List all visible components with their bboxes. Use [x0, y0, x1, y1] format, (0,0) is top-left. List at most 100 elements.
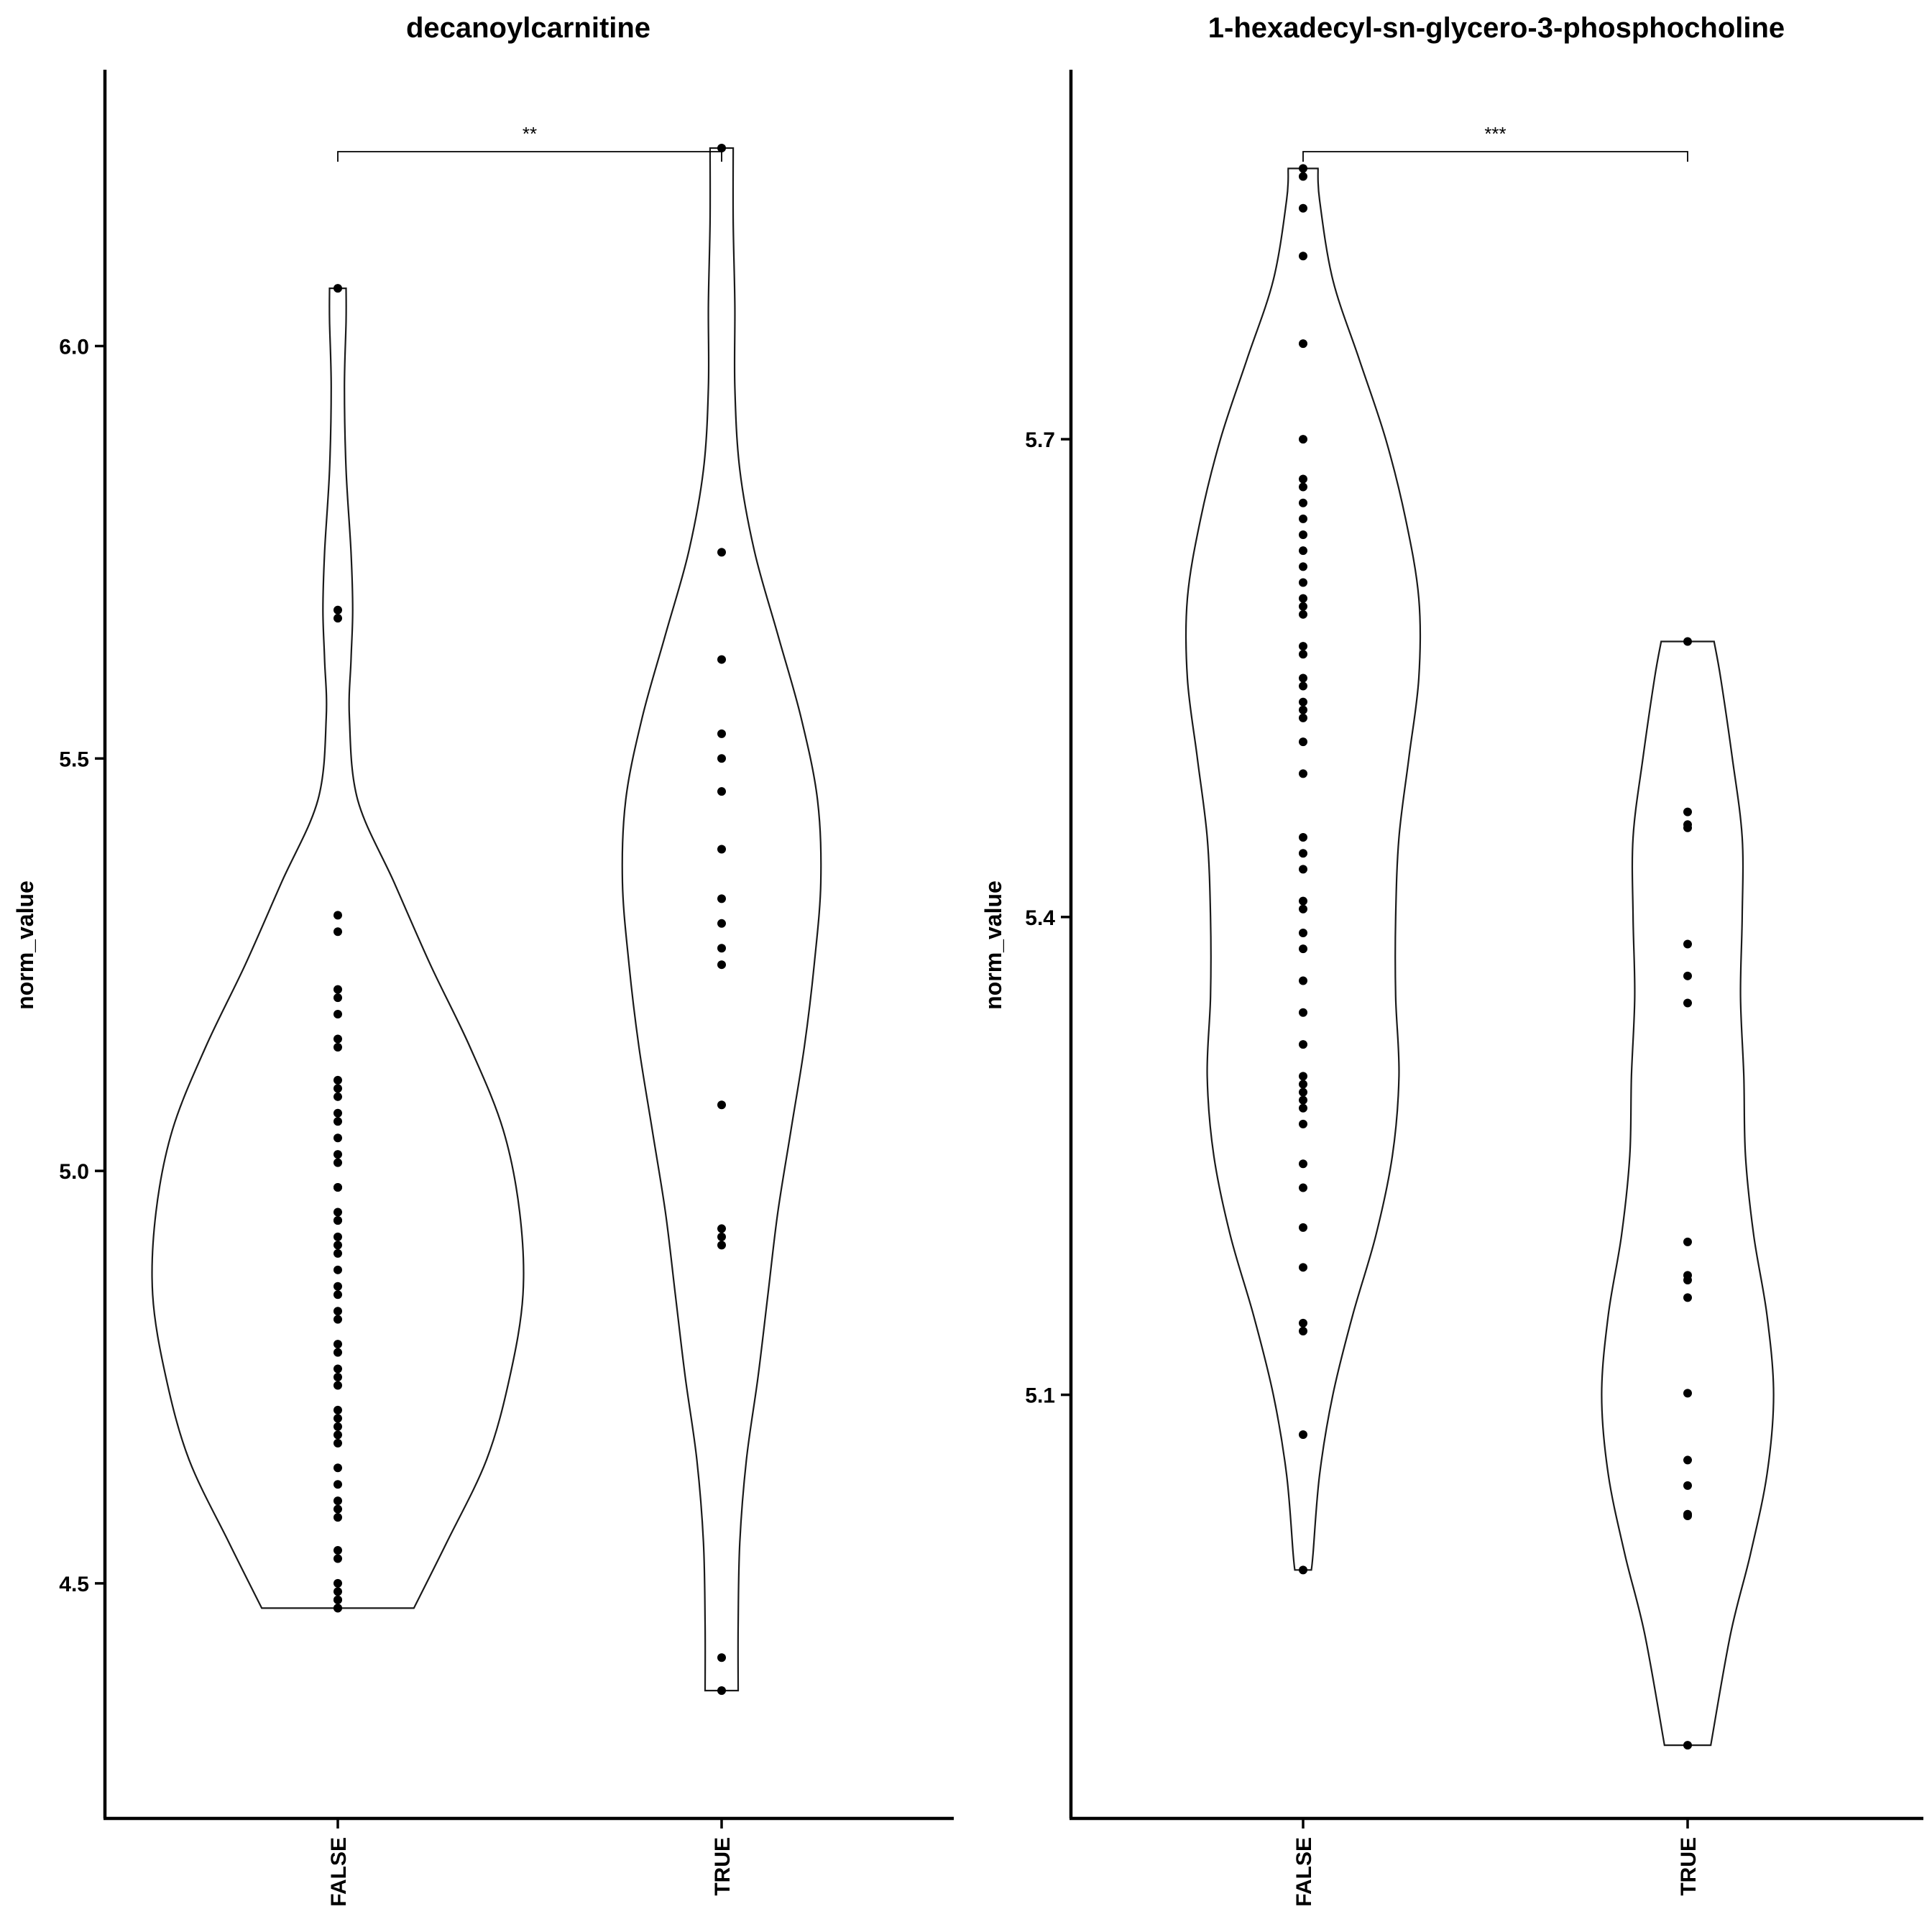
- data-point: [1299, 1087, 1307, 1097]
- data-point: [334, 1241, 342, 1250]
- data-points: [334, 144, 726, 1696]
- chart-title: 1-hexadecyl-sn-glycero-3-phosphocholine: [1208, 12, 1785, 44]
- data-point: [334, 1248, 342, 1258]
- data-point: [334, 1463, 342, 1473]
- data-point: [1299, 482, 1307, 492]
- data-point: [334, 1183, 342, 1192]
- data-point: [334, 1513, 342, 1522]
- data-point: [717, 548, 726, 557]
- data-point: [717, 1653, 726, 1662]
- y-axis-label: norm_value: [12, 880, 38, 1010]
- data-point: [334, 1340, 342, 1349]
- panel-1-hexadecyl-sn-glycero-3-phosphocholine: 1-hexadecyl-sn-glycero-3-phosphocholine …: [980, 12, 1923, 1907]
- data-point: [334, 1042, 342, 1052]
- panel-decanoylcarnitine: decanoylcarnitine norm_value 4.5 5.0 5.5 6.…: [12, 12, 954, 1907]
- data-point: [334, 1438, 342, 1448]
- data-point: [334, 1265, 342, 1274]
- bracket-line: [1302, 151, 1688, 162]
- data-point: [334, 605, 342, 615]
- data-point: [717, 1224, 726, 1233]
- violin-false: [151, 288, 525, 1609]
- data-point: [334, 1117, 342, 1126]
- data-point: [1299, 498, 1307, 507]
- data-point: [717, 919, 726, 928]
- data-point: [1299, 681, 1307, 691]
- y-ticks: 4.5 5.0 5.5 6.0: [59, 335, 105, 1596]
- data-point: [334, 1381, 342, 1390]
- data-point: [1299, 435, 1307, 444]
- data-point: [1299, 1565, 1307, 1575]
- data-point: [334, 1546, 342, 1555]
- data-point: [1683, 939, 1692, 949]
- data-point: [1299, 1263, 1307, 1272]
- data-point: [334, 1307, 342, 1316]
- data-point: [1299, 1008, 1307, 1017]
- data-point: [1683, 1481, 1692, 1490]
- data-point: [717, 1232, 726, 1241]
- data-point: [334, 1496, 342, 1506]
- data-point: [1299, 514, 1307, 523]
- data-point: [334, 927, 342, 937]
- data-point: [1299, 904, 1307, 914]
- data-point: [334, 1158, 342, 1167]
- data-point: [334, 1348, 342, 1357]
- violins: [151, 147, 822, 1692]
- data-point: [1299, 474, 1307, 484]
- x-tick-label: TRUE: [1677, 1837, 1701, 1896]
- data-point: [1299, 594, 1307, 603]
- data-point: [717, 960, 726, 970]
- y-tick-label: 5.7: [1025, 428, 1055, 452]
- y-tick-label: 5.1: [1025, 1384, 1055, 1408]
- data-point: [334, 1232, 342, 1241]
- data-point: [1299, 1072, 1307, 1081]
- y-axis-label: norm_value: [980, 880, 1006, 1010]
- data-point: [1299, 944, 1307, 954]
- y-tick-label: 4.5: [59, 1573, 89, 1596]
- data-point: [717, 894, 726, 903]
- data-point: [1299, 1080, 1307, 1089]
- data-point: [334, 1480, 342, 1489]
- x-ticks: FALSE TRUE: [327, 1818, 735, 1907]
- data-point: [717, 655, 726, 664]
- y-ticks: 5.1 5.4 5.7: [1025, 428, 1071, 1408]
- data-point: [334, 1422, 342, 1431]
- data-point: [1299, 1159, 1307, 1169]
- data-point: [717, 1241, 726, 1250]
- y-tick-label: 6.0: [59, 335, 89, 359]
- data-point: [717, 1686, 726, 1696]
- data-point: [717, 944, 726, 953]
- data-point: [1683, 1293, 1692, 1302]
- y-tick-label: 5.5: [59, 748, 89, 771]
- data-point: [1299, 172, 1307, 181]
- data-point: [334, 985, 342, 994]
- data-point: [1299, 1040, 1307, 1049]
- data-point: [334, 1290, 342, 1300]
- data-point: [1683, 971, 1692, 980]
- data-point: [1683, 1741, 1692, 1750]
- data-point: [1299, 705, 1307, 714]
- data-point: [1299, 1223, 1307, 1232]
- data-point: [334, 1282, 342, 1291]
- data-point: [717, 729, 726, 738]
- data-point: [334, 1150, 342, 1159]
- data-point: [1299, 1318, 1307, 1328]
- significance-label: ***: [1484, 123, 1506, 144]
- data-point: [1683, 637, 1692, 646]
- data-point: [1299, 769, 1307, 778]
- data-point: [334, 1578, 342, 1588]
- data-point: [334, 1554, 342, 1563]
- data-point: [334, 1414, 342, 1423]
- data-point: [334, 1092, 342, 1101]
- data-point: [334, 911, 342, 920]
- data-point: [334, 1595, 342, 1604]
- violin-false: [1184, 167, 1422, 1571]
- data-point: [717, 845, 726, 854]
- bracket-line: [337, 151, 722, 162]
- data-point: [1683, 807, 1692, 816]
- data-point: [334, 1504, 342, 1514]
- data-point: [717, 144, 726, 153]
- data-point: [1299, 833, 1307, 842]
- data-point: [334, 1034, 342, 1044]
- data-point: [1299, 650, 1307, 659]
